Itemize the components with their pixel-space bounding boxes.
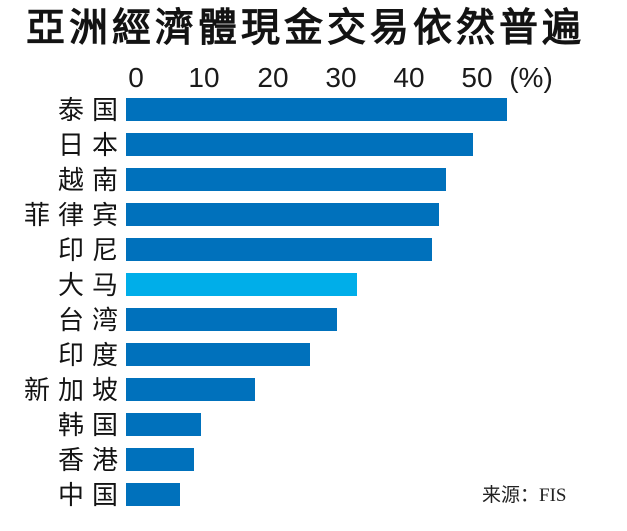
bar-vietnam xyxy=(126,168,446,191)
category-label: 大马 xyxy=(57,269,126,300)
bar-south-korea xyxy=(126,413,201,436)
category-label: 韩国 xyxy=(57,409,126,440)
bar-japan xyxy=(126,133,473,156)
category-label: 中国 xyxy=(57,479,126,510)
x-axis: 0 10 20 30 40 50 (%) xyxy=(0,64,627,94)
category-label: 印尼 xyxy=(57,234,126,265)
x-tick-50: 50 xyxy=(461,62,493,93)
chart-title: 亞洲經濟體現金交易依然普遍 xyxy=(26,7,586,50)
bar-row: 日本 xyxy=(0,127,627,162)
x-tick-20: 20 xyxy=(257,62,289,93)
category-label: 日本 xyxy=(57,129,126,160)
category-label: 香港 xyxy=(57,444,126,475)
x-tick-30: 30 xyxy=(325,62,357,93)
category-label: 泰国 xyxy=(57,94,126,125)
category-label: 印度 xyxy=(57,339,126,370)
bar-row: 大马 xyxy=(0,267,627,302)
bar-singapore xyxy=(126,378,256,401)
bar-thailand xyxy=(126,98,507,121)
bar-taiwan xyxy=(126,308,337,331)
category-label: 新加坡 xyxy=(23,374,126,405)
bar-china xyxy=(126,483,181,506)
bar-hong-kong xyxy=(126,448,194,471)
bar-india xyxy=(126,343,310,366)
x-tick-40: 40 xyxy=(393,62,425,93)
bar-philippines xyxy=(126,203,439,226)
category-label: 台湾 xyxy=(57,304,126,335)
bar-row: 印尼 xyxy=(0,232,627,267)
category-label: 菲律宾 xyxy=(23,199,126,230)
bar-row: 台湾 xyxy=(0,302,627,337)
x-tick-10: 10 xyxy=(188,62,220,93)
bar-row: 越南 xyxy=(0,162,627,197)
x-tick-0: 0 xyxy=(128,62,144,93)
bar-row: 新加坡 xyxy=(0,372,627,407)
bar-row: 印度 xyxy=(0,337,627,372)
x-axis-unit-label: (%) xyxy=(509,62,553,93)
plot-area: 泰国 日本 越南 菲律宾 印尼 大马 台湾 印度 xyxy=(0,92,627,512)
bar-row: 泰国 xyxy=(0,92,627,127)
bar-row: 菲律宾 xyxy=(0,197,627,232)
bar-row: 中国 xyxy=(0,477,627,512)
source-attribution: 来源：FIS xyxy=(482,485,567,506)
bar-row: 韩国 xyxy=(0,407,627,442)
bar-malaysia-highlighted xyxy=(126,273,358,296)
category-label: 越南 xyxy=(57,164,126,195)
bar-row: 香港 xyxy=(0,442,627,477)
bar-indonesia xyxy=(126,238,432,261)
